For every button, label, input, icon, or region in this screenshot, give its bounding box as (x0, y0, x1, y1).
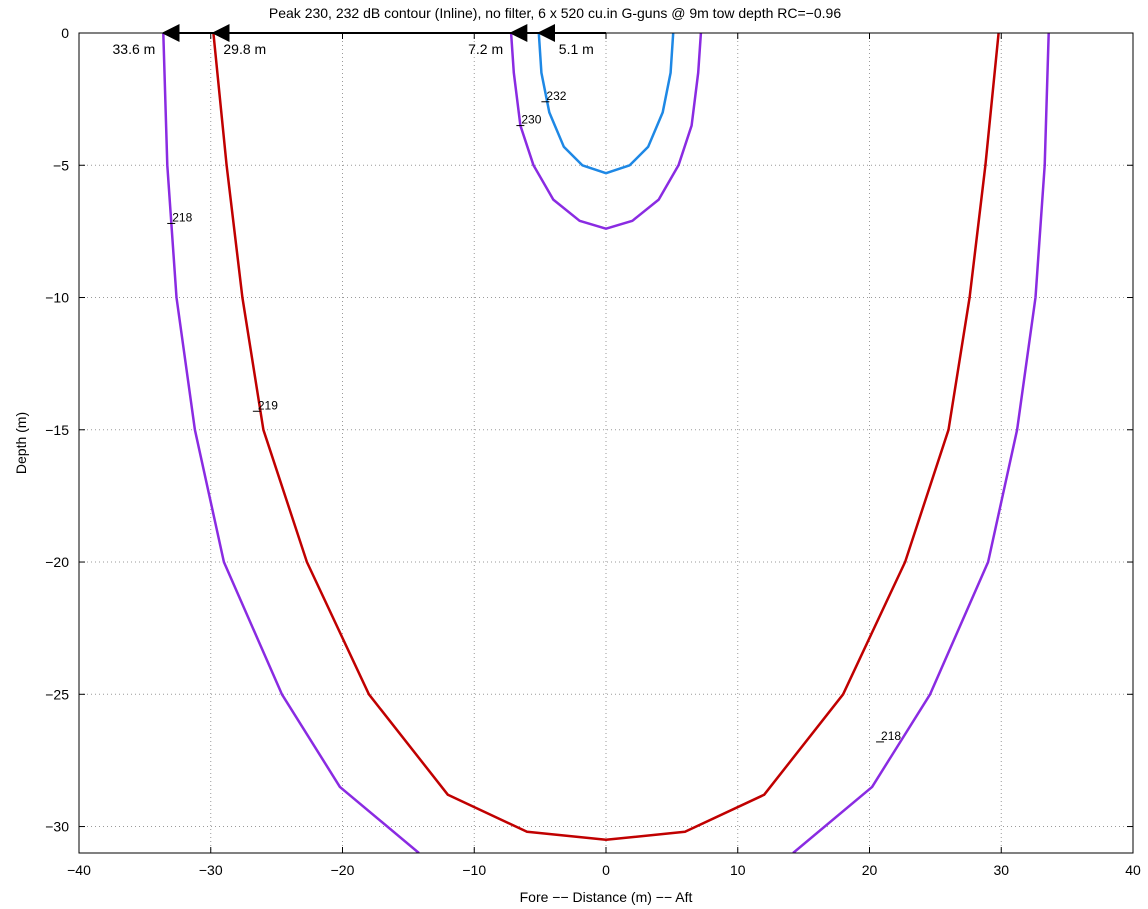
y-tick-label: −20 (45, 554, 69, 570)
contour-line-232 (537, 33, 675, 175)
x-tick-label: 40 (1125, 862, 1141, 878)
x-tick-label: 20 (862, 862, 878, 878)
distance-label: 29.8 m (223, 41, 266, 57)
distance-annotations: 33.6 m 29.8 m 7.2 m 5.1 m (113, 24, 606, 57)
chart-title: Peak 230, 232 dB contour (Inline), no fi… (269, 5, 841, 21)
y-tick-label: −5 (53, 157, 69, 173)
x-tick-label: −10 (462, 862, 486, 878)
y-tick-label: −10 (45, 290, 69, 306)
contour-label: 230 (521, 113, 541, 127)
contour-label: 219 (258, 398, 278, 412)
grid-lines (79, 33, 1133, 853)
x-ticks: −40 −30 −20 −10 0 10 20 30 40 (67, 33, 1141, 878)
contour-line-219 (212, 33, 1000, 842)
y-tick-label: −30 (45, 819, 69, 835)
distance-label: 5.1 m (559, 41, 594, 57)
distance-label: 7.2 m (468, 41, 503, 57)
x-tick-label: −40 (67, 862, 91, 878)
y-tick-label: 0 (61, 25, 69, 41)
y-tick-label: −15 (45, 422, 69, 438)
contour-label: 218 (172, 210, 192, 224)
x-tick-label: 10 (730, 862, 746, 878)
x-axis-label: Fore −− Distance (m) −− Aft (520, 889, 693, 905)
contour-labels: 218 219 230 232 218 (167, 89, 901, 743)
x-tick-label: 0 (602, 862, 610, 878)
y-ticks: 0 −5 −10 −15 −20 −25 −30 (45, 25, 1133, 835)
x-tick-label: −20 (331, 862, 355, 878)
distance-label: 33.6 m (113, 41, 156, 57)
contour-label: 218 (881, 729, 901, 743)
contour-line-218 (162, 33, 1050, 853)
contour-label: 232 (546, 89, 566, 103)
y-tick-label: −25 (45, 686, 69, 702)
x-tick-label: −30 (199, 862, 223, 878)
x-tick-label: 30 (993, 862, 1009, 878)
y-axis-label: Depth (m) (13, 412, 29, 474)
